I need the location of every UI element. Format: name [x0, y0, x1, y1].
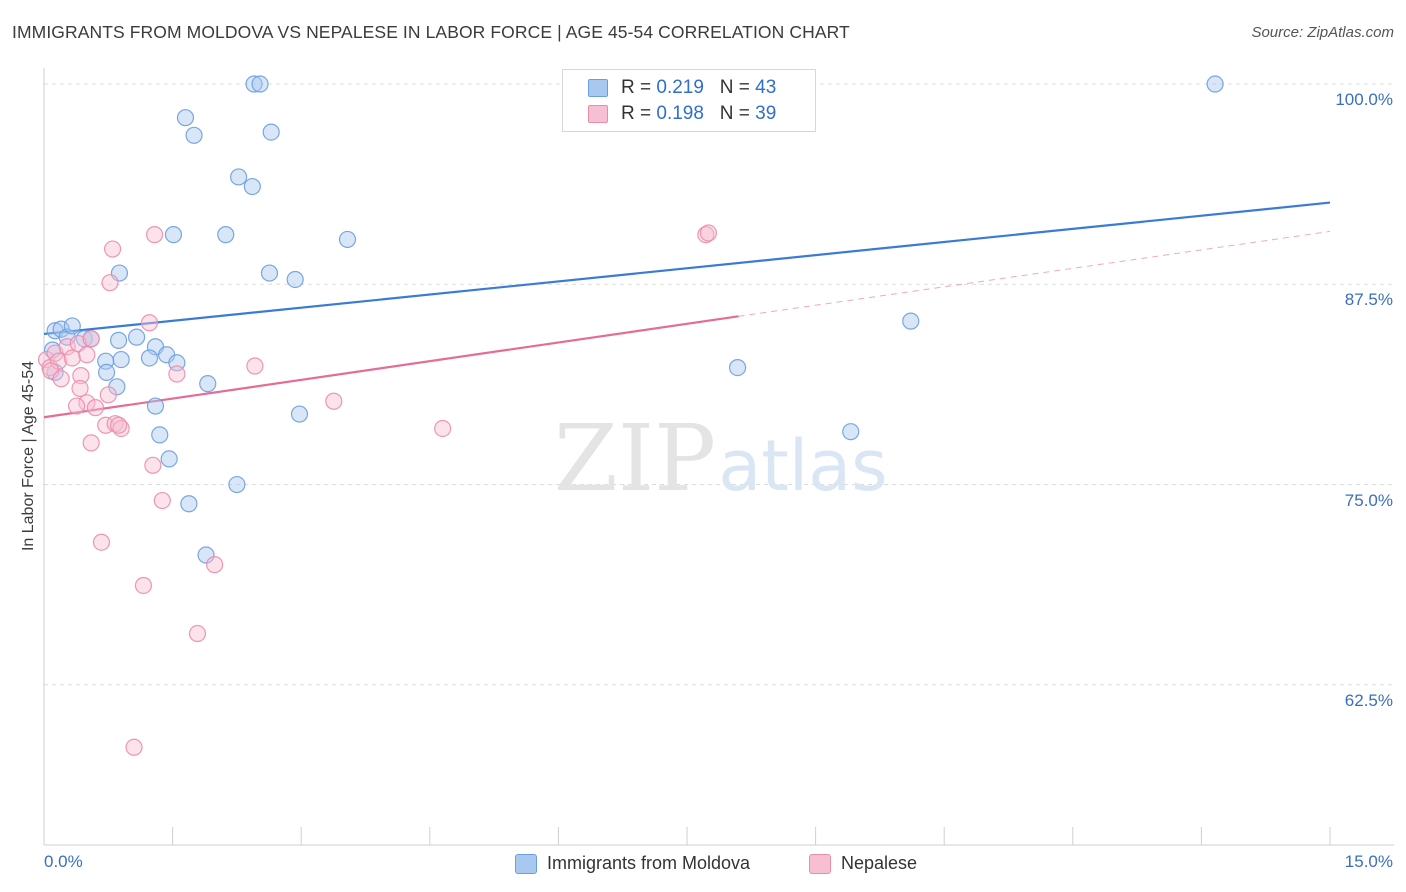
bottom-legend-label-nepalese: Nepalese	[841, 853, 918, 873]
legend-r-value-moldova: 0.219	[656, 77, 704, 98]
legend-n-value-nepalese: 39	[755, 103, 777, 124]
point-moldova-28	[176, 109, 195, 127]
point-nepalese-32	[168, 365, 186, 383]
legend-n-value-moldova: 43	[755, 77, 777, 98]
point-nepalese-31	[101, 274, 119, 292]
watermark: ZIP atlas	[554, 405, 888, 512]
trend-line-2	[738, 230, 1331, 317]
point-moldova-29	[185, 126, 203, 144]
point-moldova-33	[245, 75, 263, 93]
point-nepalese-19	[112, 419, 130, 438]
point-moldova-24	[217, 226, 235, 244]
axes	[43, 68, 1394, 846]
bottom-legend-swatch-nepalese	[809, 854, 831, 874]
y-tick-label-0: 100.0%	[1335, 90, 1393, 110]
legend: R = 0.219 N = 43 R = 0.198 N = 39	[562, 69, 816, 132]
y-tick-label-3: 62.5%	[1344, 690, 1393, 710]
point-nepalese-6	[58, 338, 76, 356]
point-nepalese-30	[103, 240, 122, 258]
point-nepalese-37	[699, 224, 718, 242]
bottom-legend-swatch-moldova	[515, 854, 537, 874]
data-points	[37, 75, 1224, 756]
point-nepalese-33	[246, 357, 264, 375]
point-nepalese-23	[92, 533, 111, 551]
point-nepalese-38	[109, 416, 128, 434]
point-moldova-26	[286, 270, 304, 289]
point-nepalese-35	[434, 419, 452, 438]
point-moldova-21	[160, 450, 178, 468]
point-nepalese-7	[63, 349, 81, 367]
point-moldova-40	[842, 423, 860, 441]
point-nepalese-36	[697, 226, 715, 244]
trend-line-0	[43, 201, 1331, 336]
point-nepalese-26	[188, 624, 207, 643]
trend-lines	[43, 201, 1331, 419]
point-nepalese-12	[71, 379, 89, 398]
point-moldova-41	[902, 312, 920, 330]
point-nepalese-14	[86, 399, 105, 417]
watermark-zip: ZIP	[554, 405, 716, 512]
chart-title: IMMIGRANTS FROM MOLDOVA VS NEPALESE IN L…	[12, 22, 850, 42]
point-nepalese-21	[144, 456, 162, 474]
point-moldova-17	[199, 375, 217, 393]
point-moldova-20	[151, 426, 169, 444]
point-nepalese-29	[145, 226, 164, 244]
legend-r-value-nepalese: 0.198	[656, 103, 704, 124]
point-nepalese-11	[72, 367, 90, 385]
point-moldova-38	[197, 546, 215, 564]
point-moldova-27	[338, 230, 357, 249]
point-moldova-35	[290, 405, 309, 423]
point-moldova-12	[140, 349, 159, 367]
point-moldova-30	[230, 168, 248, 186]
point-nepalese-5	[52, 370, 70, 388]
point-nepalese-20	[82, 434, 100, 452]
trend-line-1	[43, 315, 739, 419]
y-tick-label-2: 75.0%	[1344, 490, 1393, 510]
point-moldova-14	[112, 350, 130, 369]
source-label: Source: ZipAtlas.com	[1251, 24, 1394, 41]
point-moldova-8	[109, 331, 128, 349]
point-moldova-31	[243, 177, 261, 196]
point-moldova-9	[127, 328, 146, 346]
x-tick-label-max: 15.0%	[1344, 852, 1393, 871]
point-nepalese-15	[67, 397, 86, 415]
legend-swatch-moldova	[588, 79, 608, 97]
point-moldova-3	[63, 317, 81, 335]
point-moldova-25	[260, 264, 279, 282]
point-moldova-22	[164, 226, 183, 244]
point-moldova-42	[1206, 75, 1224, 93]
point-nepalese-25	[134, 576, 153, 595]
point-nepalese-28	[140, 314, 159, 332]
point-nepalese-27	[125, 738, 143, 756]
point-nepalese-10	[82, 330, 100, 348]
point-moldova-34	[251, 75, 269, 93]
point-nepalese-13	[78, 394, 96, 412]
legend-swatch-nepalese	[588, 105, 608, 123]
point-nepalese-22	[153, 491, 171, 510]
bottom-legend-label-moldova: Immigrants from Moldova	[547, 853, 751, 873]
point-moldova-39	[728, 358, 747, 377]
point-moldova-19	[146, 397, 165, 415]
point-moldova-32	[262, 123, 280, 141]
point-nepalese-24	[206, 556, 224, 574]
y-tick-label-1: 87.5%	[1344, 290, 1393, 310]
x-tick-label-min: 0.0%	[44, 852, 83, 871]
point-nepalese-34	[325, 392, 343, 410]
point-moldova-16	[97, 363, 116, 381]
point-moldova-36	[228, 475, 246, 494]
point-moldova-37	[180, 495, 198, 513]
watermark-atlas: atlas	[718, 425, 887, 507]
point-nepalese-9	[78, 346, 96, 364]
point-nepalese-16	[99, 386, 117, 404]
